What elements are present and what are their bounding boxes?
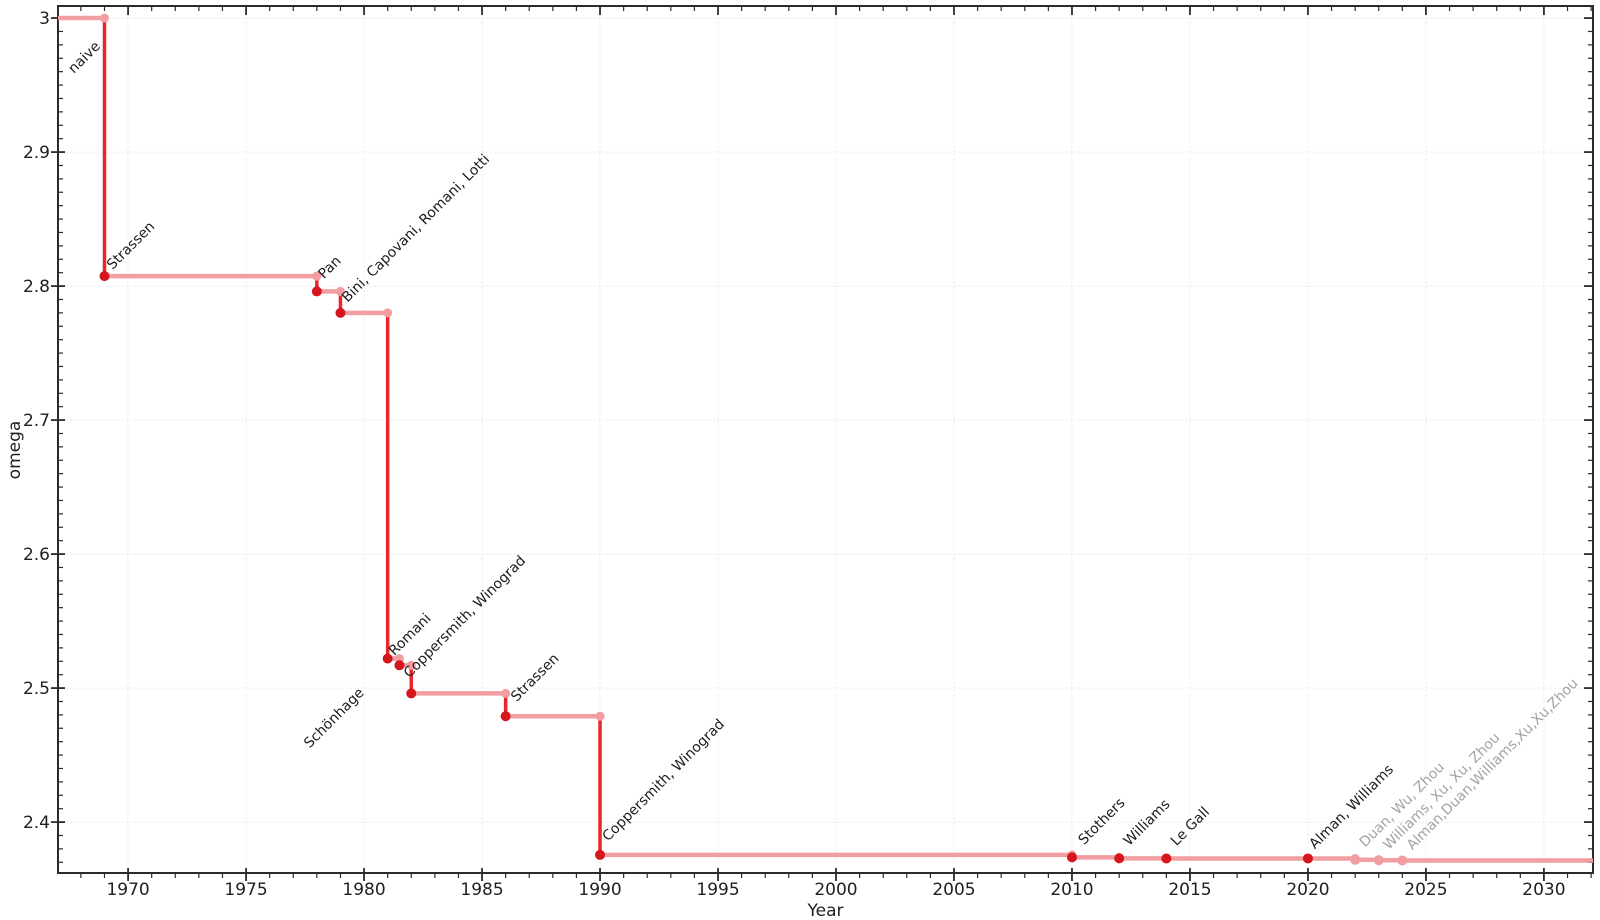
- data-point-sch-nhage-1981: [382, 653, 393, 664]
- x-tick-label-1980: 1980: [342, 880, 385, 900]
- x-tick-label-2025: 2025: [1404, 880, 1447, 900]
- data-point-williams-xu-xu-zhou-2023: [1373, 855, 1384, 866]
- x-tick-label-2005: 2005: [932, 880, 975, 900]
- plot-border: [57, 5, 1594, 874]
- corner-point-1978: [312, 271, 322, 281]
- corner-point-1981: [383, 308, 393, 318]
- y-tick-label-2.5: 2.5: [23, 679, 50, 699]
- corner-point-1982: [406, 660, 416, 670]
- data-point-strassen-1986: [500, 711, 511, 722]
- event-label-williams-2012: Williams: [1121, 796, 1174, 849]
- y-tick-label-2.6: 2.6: [23, 545, 50, 565]
- event-label-naive: naive: [65, 39, 103, 77]
- data-point-bini-capovani-romani-lotti-1979: [335, 307, 346, 318]
- data-point-le-gall-2014: [1161, 853, 1172, 864]
- x-tick-label-1990: 1990: [578, 880, 621, 900]
- y-tick-label-2.4: 2.4: [23, 813, 50, 833]
- x-axis-title: Year: [807, 901, 844, 920]
- event-label-williams-xu-xu-zhou-2023: Williams, Xu, Xu, Zhou: [1380, 730, 1503, 853]
- y-tick-label-2.8: 2.8: [23, 277, 50, 297]
- y-tick-label-3: 3: [39, 9, 50, 29]
- event-label-strassen-1969: Strassen: [104, 219, 158, 273]
- corner-point-1990: [595, 711, 605, 721]
- x-tick-label-2020: 2020: [1286, 880, 1329, 900]
- corner-point-1986: [501, 688, 511, 698]
- data-point-pan-1978: [311, 286, 322, 297]
- corner-point-1979: [335, 286, 345, 296]
- data-point-alman-duan-williams-xu-xu-zhou-2024: [1397, 855, 1408, 866]
- data-point-romani-1981.5: [394, 660, 405, 671]
- data-point-williams-2012: [1114, 853, 1125, 864]
- data-point-coppersmith-winograd-1990: [595, 849, 606, 860]
- event-label-strassen-1986: Strassen: [508, 651, 562, 705]
- x-tick-label-2010: 2010: [1050, 880, 1093, 900]
- x-tick-label-1970: 1970: [106, 880, 149, 900]
- x-tick-label-1985: 1985: [460, 880, 503, 900]
- event-label-coppersmith-winograd-1990: Coppersmith, Winograd: [600, 716, 728, 844]
- y-tick-label-2.9: 2.9: [23, 143, 50, 163]
- event-label-bini-capovani-romani-lotti-1979: Bini, Capovani, Romani, Lotti: [339, 152, 493, 306]
- y-axis-title: omega: [5, 420, 25, 480]
- x-tick-label-1995: 1995: [696, 880, 739, 900]
- event-label-sch-nhage-1981: Schönhage: [301, 685, 367, 751]
- data-point-coppersmith-winograd-1982: [406, 688, 417, 699]
- y-tick-label-2.7: 2.7: [23, 411, 50, 431]
- data-point-strassen-1969: [99, 271, 110, 282]
- x-tick-label-2030: 2030: [1522, 880, 1565, 900]
- x-tick-label-2000: 2000: [814, 880, 857, 900]
- x-tick-label-1975: 1975: [224, 880, 267, 900]
- data-point-alman-williams-2020: [1302, 853, 1313, 864]
- x-tick-label-2015: 2015: [1168, 880, 1211, 900]
- data-point-duan-wu-zhou-2022: [1350, 854, 1361, 865]
- corner-point-1969: [99, 13, 109, 23]
- data-point-stothers-2010: [1066, 852, 1077, 863]
